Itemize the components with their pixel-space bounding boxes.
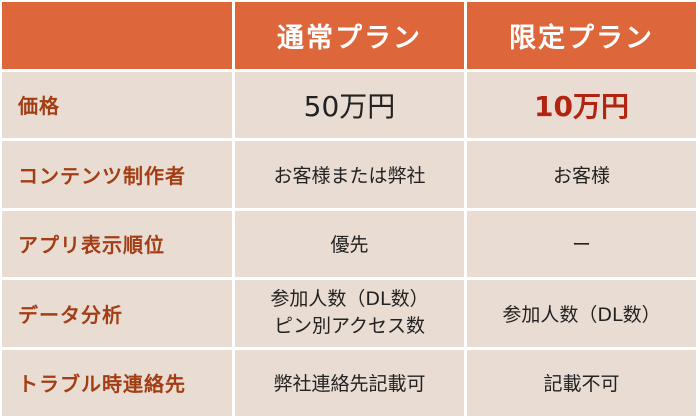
limited-value: 参加人数（DL数） xyxy=(467,280,696,347)
table-row: 価格 50万円 10万円 xyxy=(2,71,696,138)
standard-value: 参加人数（DL数） ピン別アクセス数 xyxy=(235,280,464,347)
header-standard-plan: 通常プラン xyxy=(235,2,464,69)
standard-value-line: ピン別アクセス数 xyxy=(273,315,426,338)
row-label: アプリ表示順位 xyxy=(2,210,232,277)
standard-value: お客様または弊社 xyxy=(235,141,464,208)
row-label: トラブル時連絡先 xyxy=(2,349,232,416)
standard-price: 50万円 xyxy=(235,71,464,138)
row-label: コンテンツ制作者 xyxy=(2,141,232,208)
standard-value: 弊社連絡先記載可 xyxy=(235,349,464,416)
row-label: データ分析 xyxy=(2,280,232,347)
header-limited-plan: 限定プラン xyxy=(467,2,696,69)
limited-value: ー xyxy=(467,210,696,277)
table-row: コンテンツ制作者 お客様または弊社 お客様 xyxy=(2,141,696,208)
row-label: 価格 xyxy=(2,71,232,138)
standard-value-line: 参加人数（DL数） xyxy=(270,288,429,311)
standard-value: 優先 xyxy=(235,210,464,277)
limited-price: 10万円 xyxy=(467,71,696,138)
table-row: アプリ表示順位 優先 ー xyxy=(2,210,696,277)
limited-value: 記載不可 xyxy=(467,349,696,416)
header-empty xyxy=(2,2,232,69)
table-row: データ分析 参加人数（DL数） ピン別アクセス数 参加人数（DL数） xyxy=(2,280,696,347)
table-row: トラブル時連絡先 弊社連絡先記載可 記載不可 xyxy=(2,349,696,416)
header-row: 通常プラン 限定プラン xyxy=(2,2,696,69)
limited-value: お客様 xyxy=(467,141,696,208)
